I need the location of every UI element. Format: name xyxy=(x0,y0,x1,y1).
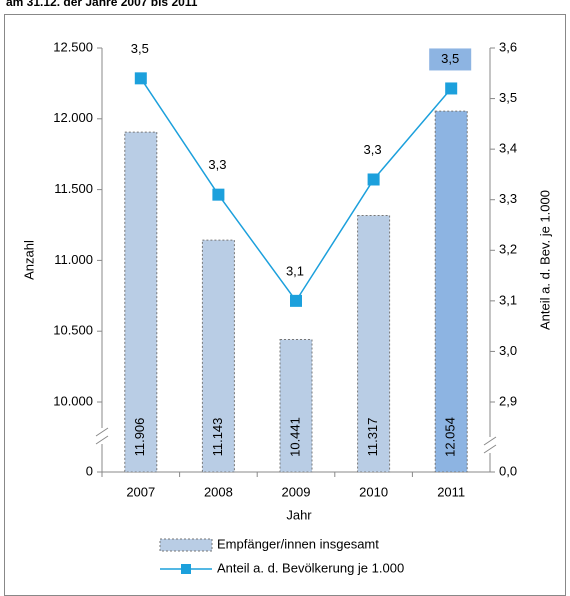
y2-tick-label: 3,0 xyxy=(499,343,517,358)
y-tick-label: 12.000 xyxy=(53,110,93,125)
marker xyxy=(445,82,458,95)
bar-value-label: 11.143 xyxy=(210,418,225,457)
x-axis-label: Jahr xyxy=(286,507,312,522)
point-value-label: 3,3 xyxy=(364,142,382,157)
y2-tick-label: 0,0 xyxy=(499,463,517,478)
bar xyxy=(201,239,235,473)
chart-title: am 31.12. der Jahre 2007 bis 2011 xyxy=(6,0,198,9)
bar xyxy=(124,131,158,473)
y2-axis-label: Anteil a. d. Bev. je 1.000 xyxy=(537,190,552,330)
point-value-label: 3,3 xyxy=(208,157,226,172)
y-tick-label: 11.500 xyxy=(54,181,93,196)
y-axis-label: Anzahl xyxy=(21,240,36,280)
bar xyxy=(279,339,313,473)
y2-tick-label: 3,3 xyxy=(499,191,517,206)
y2-tick-label: 3,6 xyxy=(499,39,517,54)
chart-frame xyxy=(4,14,566,596)
x-tick-label: 2007 xyxy=(126,484,155,499)
marker xyxy=(367,173,380,186)
label-background xyxy=(429,48,472,71)
legend-marker xyxy=(181,564,191,574)
marker xyxy=(290,294,302,307)
x-tick-label: 2009 xyxy=(282,484,311,499)
y-tick-label: 0 xyxy=(86,463,93,478)
point-value-label: 3,1 xyxy=(286,263,304,278)
axis-break xyxy=(94,427,498,454)
bar xyxy=(357,215,391,473)
y2-tick-label: 3,4 xyxy=(499,141,517,156)
x-tick-label: 2008 xyxy=(204,484,233,499)
legend-label: Anteil a. d. Bevölkerung je 1.000 xyxy=(217,560,404,575)
bar xyxy=(434,110,468,473)
legend-swatch xyxy=(159,538,213,552)
y-tick-label: 12.500 xyxy=(53,39,93,54)
bar-value-label: 11.317 xyxy=(365,418,380,457)
point-value-label: 3,5 xyxy=(131,41,149,56)
y2-tick-label: 3,1 xyxy=(499,292,517,307)
x-tick-label: 2010 xyxy=(359,484,388,499)
y-tick-label: 10.500 xyxy=(53,323,93,338)
bar-value-label: 10.441 xyxy=(287,417,302,457)
y2-tick-label: 3,5 xyxy=(499,90,517,105)
legend-label: Empfänger/innen insgesamt xyxy=(217,536,379,551)
x-tick-label: 2011 xyxy=(437,484,465,499)
marker xyxy=(134,72,147,85)
bar-value-label: 12.054 xyxy=(443,417,458,457)
y2-tick-label: 2,9 xyxy=(499,393,517,408)
y-tick-label: 10.000 xyxy=(53,393,93,408)
y2-tick-label: 3,2 xyxy=(499,242,517,257)
marker xyxy=(212,188,225,201)
point-value-label: 3,5 xyxy=(441,51,459,66)
y-tick-label: 11.000 xyxy=(54,252,93,267)
bar-value-label: 11.906 xyxy=(132,418,147,457)
